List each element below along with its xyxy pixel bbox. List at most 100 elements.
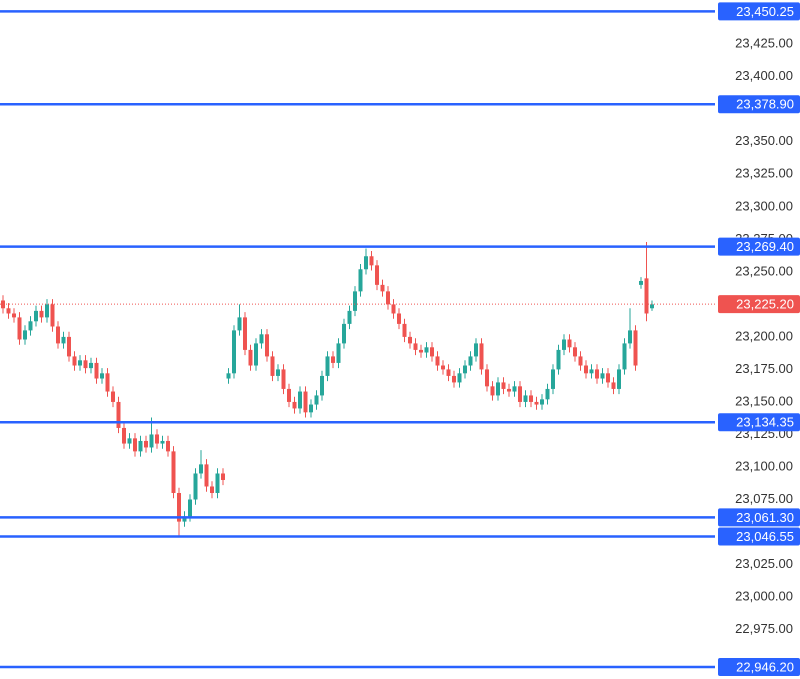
candle-body [6,308,11,314]
y-tick-label: 23,025.00 [735,556,793,571]
y-tick-label: 23,350.00 [735,133,793,148]
candle-body [199,464,203,474]
candle-body [320,375,324,396]
candle-body [650,304,654,309]
candle-body [144,440,148,448]
candle-body [512,386,517,392]
y-tick-label: 23,400.00 [735,68,793,83]
candle-body [463,365,467,374]
candle-body [413,343,418,350]
candle-body [518,386,522,402]
candle-body [177,492,181,522]
y-tick-label: 23,150.00 [735,393,793,408]
candle-body [529,395,533,402]
candle-body [644,278,649,314]
candle-body [375,265,379,285]
candle-body [171,451,176,493]
candle-body [446,369,451,376]
candle-body [573,347,577,357]
level-box [718,413,800,432]
current-price-label: 23,225.20 [736,297,794,312]
candle-body [556,349,561,370]
candle-body [254,343,258,366]
candle-body [303,391,308,413]
candle-body [111,391,115,402]
candle-body [276,369,280,376]
candle-body [485,369,489,387]
candle-body [507,388,511,392]
candle-body [292,401,297,409]
candle-body [210,486,214,493]
level-box [718,508,800,527]
level-box [718,527,800,546]
candle-body [496,382,500,396]
candle-body [611,382,616,389]
candle-body [23,330,27,340]
candle-body [567,339,572,348]
candle-body [287,388,291,402]
candle-body [639,280,643,285]
candle-body [353,291,357,311]
candle-body [226,373,231,379]
candle-body [78,360,82,366]
candle-body [430,347,434,357]
candle-body [188,499,192,517]
candle-body [248,349,253,366]
candle-body [314,395,319,405]
level-label: 23,269.40 [736,239,794,254]
candle-body [89,362,93,369]
candle-body [67,336,71,357]
candle-body [479,343,484,370]
candle-body [215,473,220,493]
candle-body [424,347,429,353]
candle-body [342,323,346,344]
level-label: 22,946.20 [736,659,794,674]
candle-body [243,317,247,350]
level-box [718,95,800,114]
candle-body [237,317,242,331]
candle-body [490,386,495,396]
candle-body [100,373,104,379]
candle-body [149,434,154,448]
candle-body [204,464,209,487]
candle-body [155,434,159,444]
level-label: 23,450.25 [736,4,794,19]
candle-body [617,369,621,389]
current-price-box [718,295,800,314]
candle-body [127,438,132,444]
candle-body [17,317,22,340]
candle-body [105,373,110,392]
candle-body [600,373,605,379]
candle-body [545,388,550,400]
y-tick-label: 23,175.00 [735,361,793,376]
candle-body [501,382,506,389]
candle-body [457,373,462,383]
candle-body [606,373,610,383]
candle-body [578,356,583,366]
y-tick-label: 23,425.00 [735,36,793,51]
y-tick-label: 23,325.00 [735,166,793,181]
candle-body [12,313,16,318]
y-tick-label: 23,200.00 [735,328,793,343]
level-label: 23,134.35 [736,415,794,430]
candle-body [270,356,275,376]
candle-body [182,516,187,522]
y-tick-label: 23,075.00 [735,491,793,506]
candle-body [232,330,236,374]
candle-body [622,343,627,370]
candle-body [193,473,198,500]
candle-body [83,360,88,369]
candle-body [628,330,632,344]
candle-body [595,369,599,379]
candle-body [94,362,99,379]
candle-body [386,291,390,305]
y-tick-label: 23,300.00 [735,198,793,213]
candle-body [325,356,330,376]
candle-body [441,365,445,370]
candle-body [452,375,456,383]
level-label: 23,061.30 [736,510,794,525]
y-tick-label: 23,100.00 [735,458,793,473]
candle-body [589,369,594,374]
